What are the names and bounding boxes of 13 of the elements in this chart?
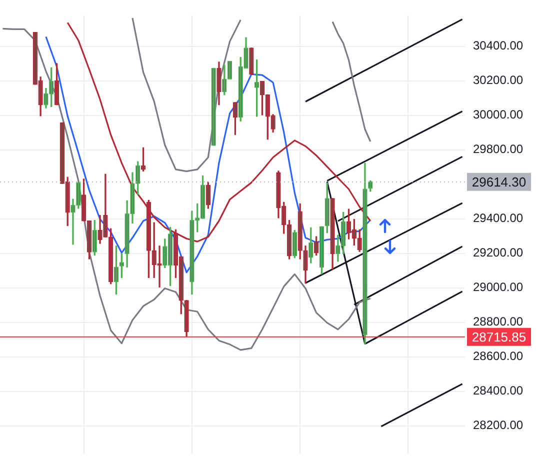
ref-line-label: 28715.85 — [472, 329, 526, 344]
y-tick-label: 29200.00 — [473, 246, 524, 260]
y-tick-label: 30200.00 — [473, 73, 524, 88]
y-tick-label: 28200.00 — [473, 418, 524, 432]
y-tick-label: 29800.00 — [473, 142, 524, 156]
y-tick-label: 30400.00 — [473, 38, 524, 53]
y-tick-label: 29400.00 — [473, 211, 524, 226]
y-tick-label: 29000.00 — [473, 280, 524, 294]
y-tick-label: 30000.00 — [473, 108, 524, 122]
ref-line-label: 29614.30 — [472, 174, 526, 190]
y-tick-label: 28400.00 — [473, 384, 524, 398]
y-tick-label: 28600.00 — [473, 349, 524, 364]
y-tick-label: 28800.00 — [473, 314, 524, 329]
